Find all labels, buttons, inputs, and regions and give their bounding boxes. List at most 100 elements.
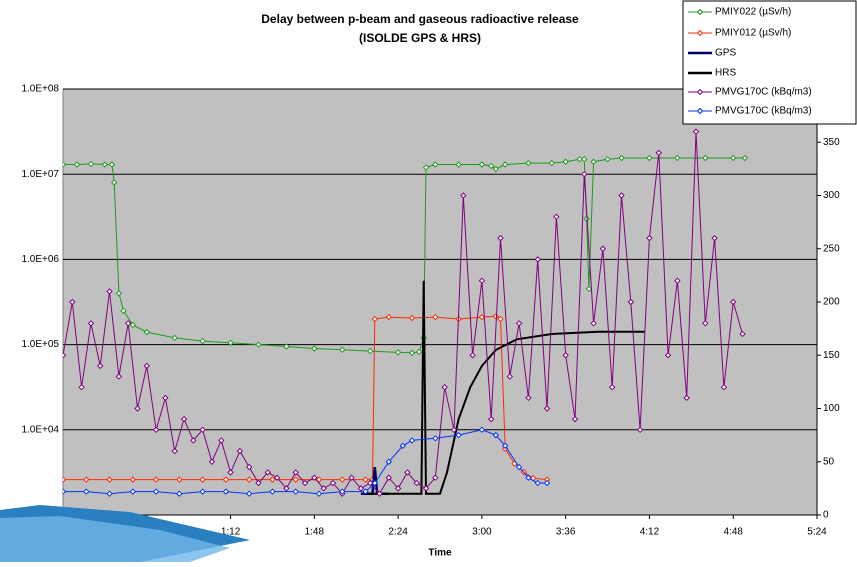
y2-tick-label: 250 [823,243,840,254]
y2-tick-label: 100 [823,403,840,414]
data-point [385,313,393,321]
series-line [63,131,743,495]
y2-tick-label: 50 [823,456,835,467]
data-point [69,298,76,306]
data-point [413,479,420,487]
data-point [120,307,127,314]
y-tick-label: 1.0E+07 [21,169,59,180]
data-point [636,426,644,434]
data-point [199,337,206,345]
chart-subtitle: (ISOLDE GPS & HRS) [359,31,481,45]
data-point [273,474,281,481]
data-point [73,161,81,168]
x-tick-label: 1:48 [305,527,325,538]
data-point [525,474,532,481]
y2-tick-label: 300 [823,190,840,201]
data-point [394,485,402,492]
data-point [152,476,160,483]
data-point [236,447,244,455]
data-point [497,315,504,323]
data-point [362,488,369,495]
data-point [143,362,150,370]
data-point [525,159,532,167]
data-point [674,154,681,162]
data-point [245,476,253,483]
data-point [497,234,504,242]
data-point [63,476,67,483]
data-point [478,313,486,321]
data-point [110,179,118,186]
data-point [664,352,672,359]
data-point [415,348,423,356]
data-point [432,474,439,481]
chart-title: Delay between p-beam and gaseous radioac… [261,12,579,26]
data-point [199,476,206,483]
data-point [492,313,500,320]
data-point [264,469,271,476]
data-point [711,234,718,242]
data-point [255,479,262,487]
data-point [78,383,85,391]
data-point [301,479,309,487]
x-tick-label: 4:48 [723,527,743,538]
data-point [581,155,588,163]
data-point [87,160,95,168]
data-point [357,485,365,492]
data-point [269,476,276,483]
data-point [730,154,737,162]
data-point [283,485,290,492]
data-point [562,158,569,165]
data-point [227,339,234,347]
data-point [162,394,169,402]
x-tick-label: 1:12 [221,527,241,538]
data-point [385,458,393,465]
data-point [106,288,113,295]
legend-label: PMVG170C (kBq/m3) [715,87,812,98]
series-line [365,280,645,495]
y-tick-label: 1.0E+08 [21,84,59,95]
data-point [245,463,253,471]
data-point [245,490,253,497]
data-point [478,161,486,168]
data-point [702,320,709,327]
data-point [152,426,160,434]
data-point [269,488,276,495]
data-point [702,154,709,162]
data-point [124,320,132,327]
data-point [604,155,611,163]
data-point [581,170,588,178]
y-tick-label: 1.0E+06 [21,254,59,265]
data-point [152,488,160,495]
data-point [646,154,653,162]
data-point [292,476,299,483]
data-point [487,162,495,170]
data-point [432,313,439,321]
data-point [422,485,430,492]
data-point [534,256,541,263]
data-point [741,154,749,162]
y2-tick-label: 150 [823,350,840,361]
series-line [63,315,548,481]
data-point [218,437,225,444]
data-point [129,488,137,495]
data-point [515,320,523,327]
data-point [134,405,141,412]
data-point [208,458,216,465]
data-point [492,431,500,439]
data-point [101,161,109,168]
data-point [525,394,532,402]
x-axis-label: Time [428,548,452,559]
data-point [534,479,541,487]
data-point [646,234,653,242]
data-point [730,298,737,306]
data-point [590,320,597,327]
data-point [222,476,230,483]
data-point [227,469,234,476]
decor-swoosh [0,516,230,562]
data-point [576,155,583,163]
data-point [348,474,355,481]
data-point [422,164,430,171]
data-point [553,213,560,221]
data-point [408,314,416,322]
